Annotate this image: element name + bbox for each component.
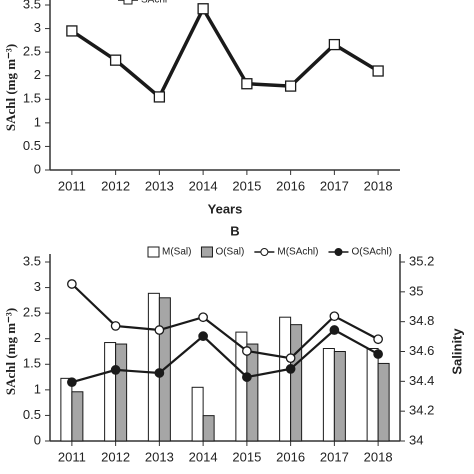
y-tick-label: 2.5 — [23, 44, 41, 59]
bar — [279, 316, 292, 442]
x-tick-label: 2018 — [364, 449, 393, 464]
point — [66, 25, 78, 37]
bar — [115, 343, 128, 442]
y2-tick-label: 34.6 — [409, 343, 434, 358]
line — [71, 283, 379, 360]
y2-tick-label: 34 — [409, 432, 423, 447]
y2-tick-label: 34.4 — [409, 373, 434, 388]
y-axis-title: SAchl (mg m⁻³) — [3, 308, 18, 395]
bar — [333, 351, 346, 442]
point — [67, 377, 77, 388]
panel-label: B — [230, 223, 239, 238]
x-tick-label: 2014 — [189, 449, 218, 464]
y-tick-label: 2 — [34, 67, 41, 82]
x-tick-label: 2013 — [145, 449, 174, 464]
legend-label: O(Sal) — [215, 247, 244, 258]
bar — [290, 324, 303, 442]
point — [242, 372, 252, 382]
legend-label: M(SAchl) — [277, 247, 318, 258]
legend-label: O(SAchl) — [351, 247, 392, 258]
point — [373, 349, 383, 359]
point — [154, 368, 165, 378]
point — [328, 38, 341, 51]
y-tick-label: 1.5 — [23, 356, 41, 371]
point — [285, 364, 296, 374]
legend-marker — [123, 0, 133, 5]
y-tick-label: 3.5 — [23, 253, 41, 268]
y2-tick-label: 34.8 — [409, 313, 434, 328]
x-tick-label: 2014 — [189, 178, 218, 193]
line — [71, 328, 379, 384]
bar — [191, 386, 204, 442]
point — [372, 65, 384, 77]
y-tick-label: 3 — [34, 20, 41, 35]
point — [154, 325, 165, 335]
bar — [246, 343, 259, 442]
y2-axis-title: Salinity — [449, 328, 464, 375]
point — [110, 321, 121, 331]
x-tick-label: 2011 — [58, 449, 86, 464]
y2-tick-label: 34.2 — [409, 403, 434, 418]
x-tick-label: 2013 — [145, 178, 174, 193]
x-tick-label: 2018 — [364, 178, 393, 193]
y2-tick-label: 35 — [409, 283, 423, 298]
point — [197, 3, 209, 15]
y-tick-label: 0.5 — [23, 138, 41, 153]
bar — [147, 292, 160, 442]
bar — [60, 377, 73, 442]
point — [373, 334, 383, 345]
legend-swatch — [200, 246, 213, 258]
x-tick-label: 2016 — [276, 178, 305, 193]
point — [284, 80, 297, 92]
y2-tick-label: 35.2 — [409, 253, 434, 268]
y-tick-label: 1 — [34, 114, 41, 129]
x-tick-label: 2015 — [232, 178, 261, 193]
point — [285, 353, 296, 363]
x-tick-label: 2012 — [101, 449, 130, 464]
legend-marker — [260, 248, 269, 256]
point — [329, 325, 340, 335]
bar — [366, 348, 379, 442]
y-tick-label: 1.5 — [23, 91, 41, 106]
legend-swatch — [147, 246, 160, 258]
point — [242, 346, 252, 356]
point — [153, 91, 166, 103]
y-tick-label: 0 — [34, 161, 41, 176]
x-tick-label: 2017 — [320, 178, 349, 193]
bar — [71, 391, 84, 442]
line — [70, 5, 380, 100]
point — [198, 331, 208, 342]
y-axis-title: SAchl (mg m⁻³) — [3, 44, 18, 131]
y-tick-label: 2.5 — [23, 305, 41, 320]
point — [67, 279, 77, 289]
x-tick-label: 2017 — [320, 449, 349, 464]
point — [198, 312, 208, 323]
x-tick-label: 2011 — [58, 178, 86, 193]
point — [109, 54, 122, 66]
y-tick-label: 1 — [34, 381, 41, 396]
y-tick-label: 0.5 — [23, 407, 41, 422]
x-axis-title: Years — [208, 201, 243, 216]
legend-label: M(Sal) — [162, 247, 191, 258]
legend-marker — [334, 248, 343, 256]
y-tick-label: 0 — [34, 432, 41, 447]
y-tick-label: 3.5 — [23, 0, 41, 11]
point — [241, 78, 253, 90]
point — [110, 365, 121, 375]
bar — [377, 362, 390, 442]
bar — [202, 415, 215, 442]
y-tick-label: 3 — [34, 279, 41, 294]
x-tick-label: 2012 — [101, 178, 130, 193]
x-tick-label: 2016 — [276, 449, 305, 464]
y-tick-label: 2 — [34, 330, 41, 345]
bar — [104, 342, 117, 442]
x-tick-label: 2015 — [232, 449, 261, 464]
bar — [322, 348, 335, 442]
legend-label: SAchl — [141, 0, 167, 6]
point — [329, 311, 340, 322]
